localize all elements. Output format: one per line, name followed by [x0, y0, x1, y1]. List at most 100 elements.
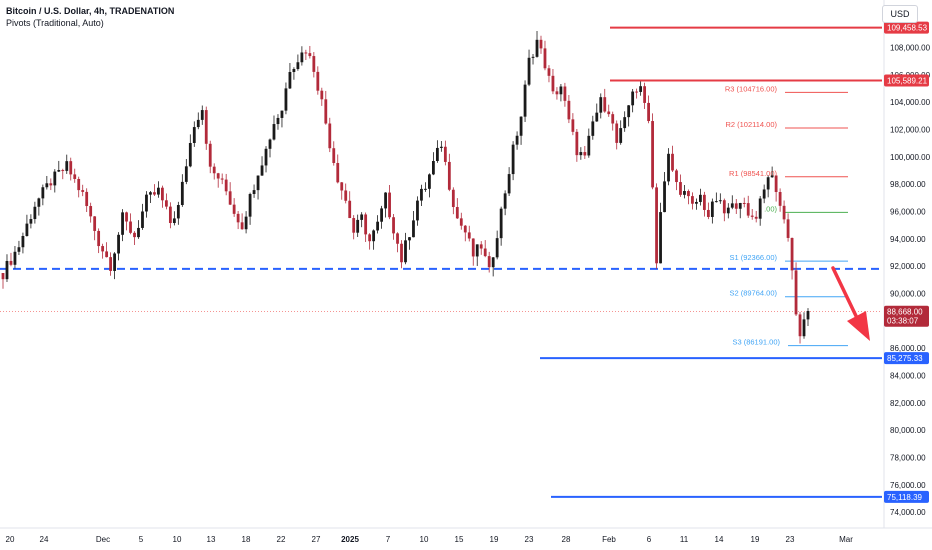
candle-body — [408, 237, 411, 241]
candle-body — [1, 273, 5, 280]
candle-body — [176, 205, 180, 219]
y-tick-label: 84,000.00 — [890, 372, 926, 381]
x-tick-label: 10 — [173, 535, 182, 544]
candle-body — [288, 72, 292, 89]
candle-body — [376, 221, 380, 231]
candle-body — [579, 152, 583, 156]
candle-body — [675, 170, 678, 183]
support-price-tag — [884, 490, 929, 503]
candle-body — [428, 174, 431, 189]
currency-button[interactable]: USD — [882, 5, 918, 23]
indicator-label[interactable]: Pivots (Traditional, Auto) — [6, 18, 104, 28]
candle-body — [272, 124, 276, 140]
candle-body — [81, 190, 85, 192]
x-tick-label: 18 — [242, 535, 251, 544]
candle-body — [109, 257, 112, 271]
candle-body — [41, 187, 45, 199]
x-tick-label: 10 — [420, 535, 429, 544]
candle-body — [475, 244, 479, 257]
candle-body — [180, 181, 184, 206]
pivot-label-s3: S3 (86191.00) — [732, 338, 780, 347]
candle-body — [396, 233, 399, 244]
candle-body — [113, 253, 116, 271]
candle-body — [157, 187, 160, 195]
candle-body — [699, 194, 702, 202]
candle-body — [575, 131, 579, 156]
candle-body — [348, 200, 352, 219]
candle-body — [659, 212, 662, 264]
candle-body — [320, 90, 324, 100]
candle-body — [332, 148, 336, 163]
candle-body — [324, 99, 328, 124]
candle-body — [5, 260, 9, 280]
candle-body — [563, 86, 567, 101]
candle-body — [400, 243, 403, 263]
candle-body — [583, 152, 587, 156]
candle-body — [164, 200, 168, 207]
candle-body — [611, 114, 615, 124]
y-tick-label: 96,000.00 — [890, 208, 926, 217]
x-tick-label: 11 — [680, 535, 689, 544]
candle-body — [276, 117, 280, 125]
candle-body — [483, 248, 487, 257]
candle-body — [786, 219, 790, 238]
y-tick-label: 86,000.00 — [890, 344, 926, 353]
candle-body — [778, 192, 782, 206]
candle-body — [615, 123, 619, 143]
candle-body — [535, 39, 539, 57]
candle-body — [730, 203, 734, 208]
candle-body — [527, 57, 531, 85]
y-tick-label: 100,000.00 — [890, 153, 931, 162]
support-price-tag — [884, 352, 929, 365]
candle-body — [33, 206, 37, 220]
y-tick-label: 98,000.00 — [890, 180, 926, 189]
candle-body — [599, 97, 603, 113]
candle-body — [236, 213, 240, 223]
candle-body — [129, 221, 132, 233]
candle-body — [228, 191, 232, 205]
resistance-price-tag — [884, 74, 929, 87]
y-tick-label: 74,000.00 — [890, 508, 926, 517]
candle-body — [750, 215, 754, 217]
y-tick-label: 78,000.00 — [890, 454, 926, 463]
candle-body — [29, 219, 33, 224]
projection-arrow-shaft — [831, 266, 859, 320]
candle-body — [718, 200, 722, 202]
candle-body — [416, 200, 419, 221]
candle-body — [188, 142, 192, 167]
x-tick-label: 24 — [40, 535, 49, 544]
candle-body — [388, 192, 391, 218]
candle-body — [459, 218, 463, 226]
candle-body — [631, 91, 635, 106]
candle-body — [710, 201, 714, 217]
candle-body — [639, 86, 643, 92]
candle-body — [49, 183, 53, 186]
candle-body — [435, 147, 439, 162]
candle-body — [559, 86, 563, 95]
candle-body — [384, 192, 387, 209]
candle-body — [770, 175, 774, 178]
candle-body — [519, 116, 523, 136]
candle-body — [21, 235, 25, 248]
candle-body — [360, 214, 364, 220]
candle-body — [790, 237, 794, 271]
candle-body — [220, 178, 224, 180]
candle-body — [623, 117, 627, 129]
candle-body — [328, 123, 332, 149]
candle-body — [591, 121, 595, 136]
candle-body — [647, 102, 650, 122]
candle-body — [125, 212, 128, 222]
candle-body — [196, 119, 200, 128]
candle-body — [121, 212, 124, 235]
candle-body — [216, 173, 220, 179]
candle-body — [547, 68, 551, 76]
y-tick-label: 76,000.00 — [890, 481, 926, 490]
candle-body — [168, 206, 172, 224]
candle-body — [380, 208, 383, 222]
candle-body — [77, 178, 81, 191]
candle-body — [619, 128, 623, 143]
candle-body — [424, 188, 427, 190]
candle-body — [702, 194, 706, 210]
